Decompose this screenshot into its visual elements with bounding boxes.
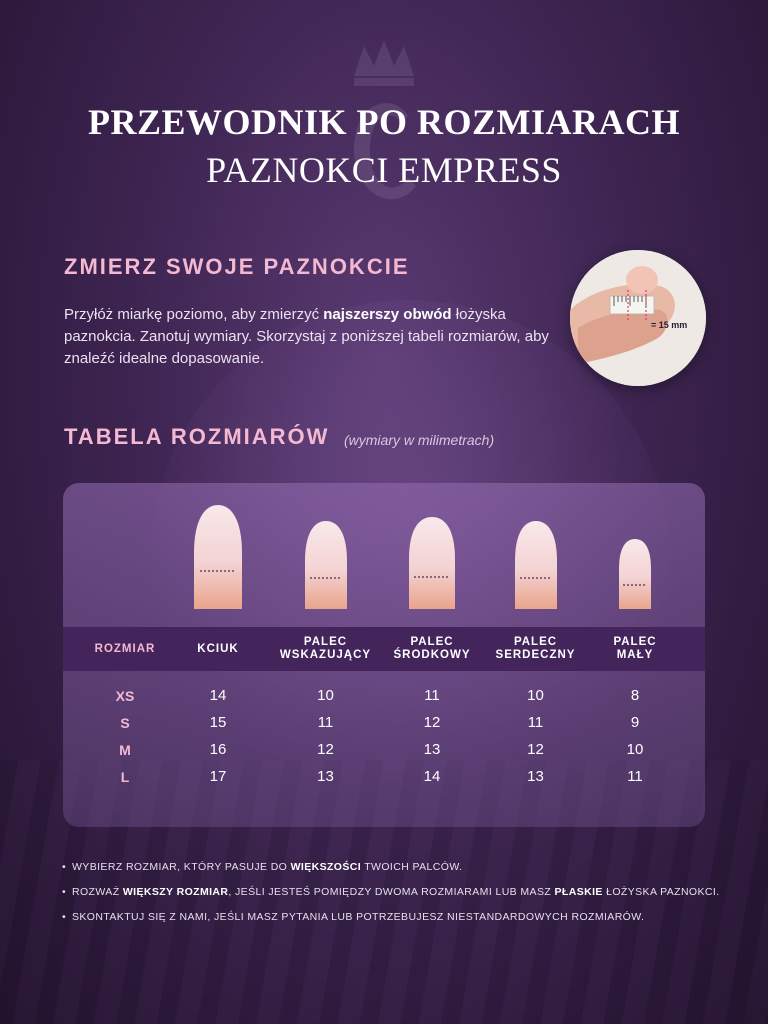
cell-middle: 14 [423, 768, 441, 785]
cell-middle: 12 [423, 714, 441, 731]
row-size: L [120, 768, 130, 785]
measure-photo [570, 250, 706, 386]
table-row: XS 14 10 11 10 8 [63, 682, 705, 709]
cell-index: 12 [317, 741, 334, 758]
col-header-middle: PALEC ŚRODKOWY [393, 636, 471, 661]
cell-pinky: 8 [630, 687, 640, 704]
table-row: S 15 11 12 11 9 [63, 709, 705, 736]
measure-heading: ZMIERZ SWOJE PAZNOKCIE [64, 254, 410, 279]
table-row: L 17 13 14 13 11 [63, 763, 705, 790]
list-item: • SKONTAKTUJ SIĘ Z NAMI, JEŚLI MASZ PYTAN… [62, 911, 645, 923]
cell-ring: 12 [527, 741, 544, 758]
nail-middle-icon [409, 517, 455, 609]
finger-measuring-icon [570, 250, 706, 386]
row-size: M [119, 741, 131, 758]
title-line-1: PRZEWODNIK PO ROZMIARACH [87, 102, 680, 142]
table-heading: TABELA ROZMIARÓW [64, 424, 330, 449]
cell-index: 13 [317, 768, 334, 785]
measure-photo-label: = 15 mm [651, 320, 688, 330]
col-header-thumb: KCIUK [197, 642, 239, 655]
measure-text-a: Przyłóż miarkę poziomo, aby zmierzyć [64, 306, 324, 323]
col-header-index: PALEC WSKAZUJĄCY [279, 636, 372, 661]
cell-ring: 10 [527, 687, 544, 704]
cell-index: 10 [317, 687, 334, 704]
nail-index-icon [305, 521, 347, 609]
cell-pinky: 11 [627, 768, 643, 785]
table-row: M 16 12 13 12 10 [63, 736, 705, 763]
nail-ring-icon [515, 521, 557, 609]
cell-thumb: 17 [209, 768, 227, 785]
measure-instructions: Przyłóż miarkę poziomo, aby zmierzyć naj… [64, 304, 564, 370]
cell-ring: 11 [527, 714, 544, 731]
nail-illustrations [194, 505, 651, 609]
cell-index: 11 [317, 714, 334, 731]
crown-logo-icon [353, 40, 416, 200]
col-header-size: ROZMIAR [94, 642, 156, 655]
row-size: S [120, 714, 130, 731]
list-item: • WYBIERZ ROZMIAR, KTÓRY PASUJE DO WIĘKSZ… [62, 861, 463, 873]
cell-thumb: 15 [209, 714, 227, 731]
measure-text-bold: najszerszy obwód [323, 306, 452, 323]
cell-thumb: 16 [209, 741, 227, 758]
page-title: PRZEWODNIK PO ROZMIARACH PAZNOKCI EMPRES… [0, 100, 768, 192]
cell-pinky: 10 [626, 741, 644, 758]
measure-text-b: łożyska paznokcia. Zanotuj wymiary. Skor… [64, 306, 549, 367]
col-header-pinky: PALEC MAŁY [613, 636, 657, 661]
tips-list: • WYBIERZ ROZMIAR, KTÓRY PASUJE DO WIĘKSZ… [62, 860, 742, 935]
cell-middle: 13 [423, 741, 441, 758]
cell-pinky: 9 [630, 714, 640, 731]
cell-ring: 13 [527, 768, 544, 785]
list-item: • ROZWAŻ WIĘKSZY ROZMIAR, JEŚLI JESTEŚ PO… [62, 886, 720, 898]
col-header-ring: PALEC SERDECZNY [495, 636, 576, 661]
table-units-note: (wymiary w milimetrach) [344, 432, 495, 448]
table-header-row: ROZMIAR KCIUK PALEC WSKAZUJĄCY PALEC ŚRODK… [63, 627, 705, 671]
title-line-2: PAZNOKCI EMPRESS [206, 150, 562, 190]
size-table-card: ROZMIAR KCIUK PALEC WSKAZUJĄCY PALEC ŚRODK… [63, 483, 705, 827]
row-size: XS [115, 687, 135, 704]
nail-pinky-icon [619, 539, 651, 609]
nail-thumb-icon [194, 505, 242, 609]
cell-thumb: 14 [209, 687, 227, 704]
cell-middle: 11 [424, 687, 440, 704]
